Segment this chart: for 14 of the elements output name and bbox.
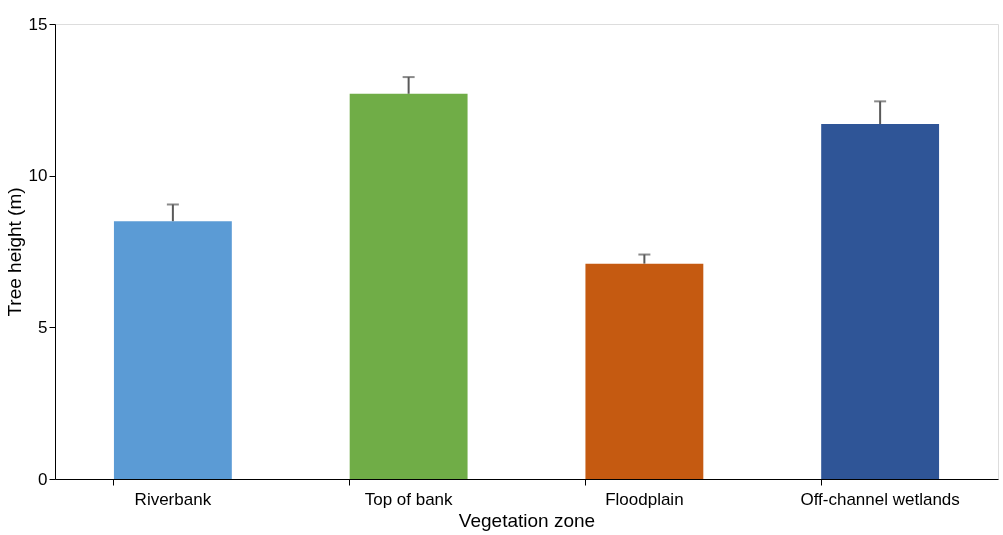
bar: [349, 93, 468, 479]
y-tick-label: 15: [28, 14, 48, 34]
x-tick-label: Off-channel wetlands: [800, 489, 960, 509]
x-tick-label: Top of bank: [364, 489, 454, 509]
y-axis-title: Tree height (m): [3, 187, 25, 317]
bar: [821, 124, 940, 479]
y-tick-label: 0: [38, 469, 48, 489]
y-tick-label: 10: [28, 166, 48, 186]
x-tick-label: Riverbank: [134, 489, 212, 509]
x-tick-label: Floodplain: [605, 489, 684, 509]
y-tick-label: 5: [38, 317, 48, 337]
x-axis-title: Vegetation zone: [458, 509, 596, 531]
bar: [113, 221, 232, 479]
bar: [585, 263, 704, 479]
